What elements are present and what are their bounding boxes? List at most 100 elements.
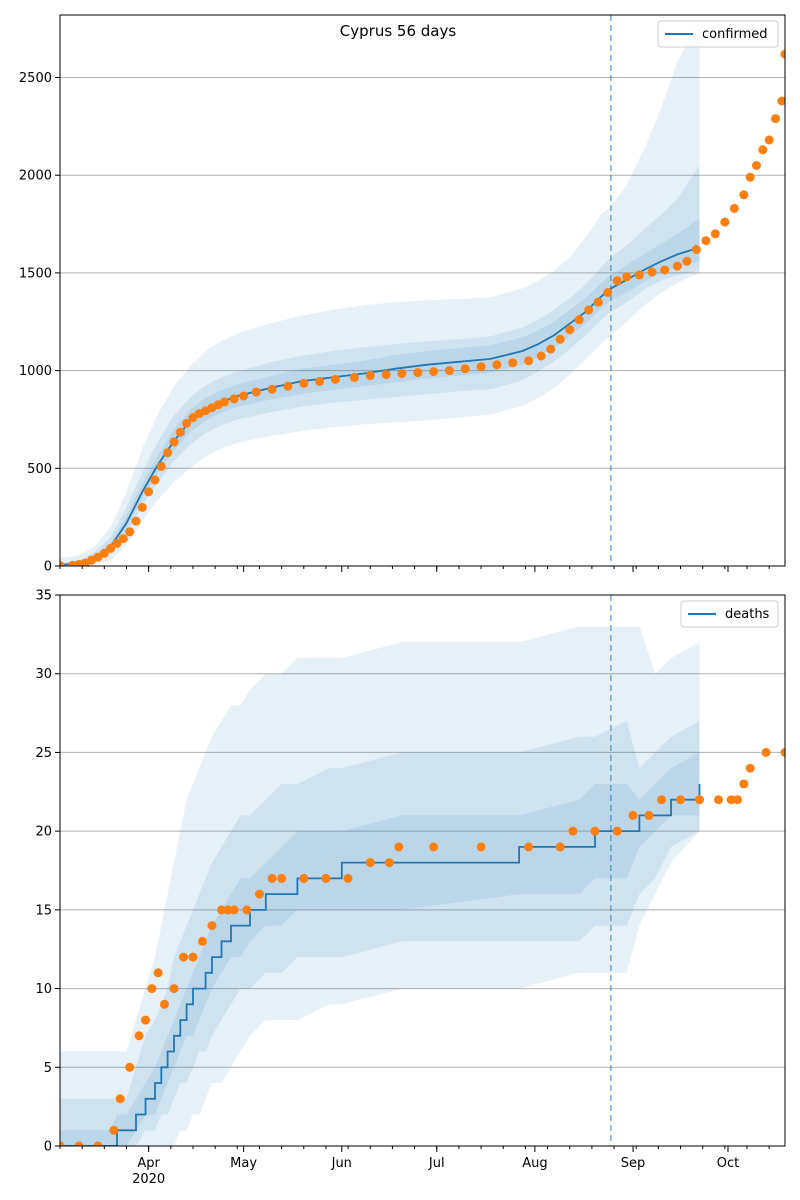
deaths-observed-point [612,826,622,836]
deaths-observed-point [343,873,353,883]
confirmed-observed-point [546,344,556,354]
confirmed-band-middle [60,165,700,566]
confirmed-observed-point [175,427,185,437]
confirmed-observed-point [764,135,774,145]
deaths-observed-point [207,921,217,931]
deaths-ytick-label: 0 [44,1140,52,1155]
confirmed-observed-point [220,397,230,407]
confirmed-observed-point [99,548,109,558]
confirmed-observed-point [777,96,785,106]
deaths-observed-point [321,873,331,883]
deaths-ytick-label: 30 [35,667,52,682]
deaths-observed-point [109,1125,119,1135]
deaths-observed-point [695,795,704,805]
deaths-xtick-label: Oct [717,1156,739,1171]
deaths-ytick-label: 15 [35,903,52,918]
deaths-observed-point [555,842,565,852]
deaths-observed-point [644,810,654,820]
confirmed-observed-point [150,475,160,485]
deaths-observed-point [141,1015,150,1025]
confirmed-observed-point [239,391,249,401]
confirmed-legend: confirmed [657,20,779,48]
confirmed-observed-point [381,370,391,379]
deaths-observed-point [384,858,394,868]
confirmed-frame [59,14,786,567]
chart-title: Cyprus 56 days [340,22,457,40]
deaths-ytick-label: 25 [35,746,52,761]
confirmed-observed-point [131,516,141,526]
confirmed-observed-point [745,172,755,182]
deaths-median-line [60,783,701,1146]
confirmed-observed-point [460,364,470,374]
deaths-observed-point [657,795,666,805]
deaths-observed-point [726,795,736,805]
deaths-observed-point [267,873,277,883]
confirmed-observed-point [299,378,309,388]
deaths-observed-point [745,763,755,773]
confirmed-observed-point [229,394,239,404]
confirmed-band-inner [60,218,700,566]
deaths-bands [60,626,700,1146]
deaths-observed-point [590,826,600,836]
deaths-observed-point [733,795,742,805]
confirmed-observed-point [739,190,749,200]
deaths-xtick-label: May [230,1156,257,1171]
confirmed-ytick-label: 1500 [19,266,52,281]
confirmed-observed-point [169,437,179,447]
confirmed-legend-label: confirmed [702,27,768,42]
deaths-observed-point [628,810,638,820]
confirmed-ytick-label: 2000 [19,169,52,184]
confirmed-observed-point [701,236,711,246]
deaths-observed-point [160,999,169,1009]
deaths-observed-point [134,1031,144,1041]
deaths-observed-point [476,842,486,852]
confirmed-axes: 0 500 1000 1500 2000 2500 [19,14,786,575]
deaths-band-middle [60,720,700,1146]
deaths-observed-point [60,1141,65,1146]
confirmed-observed-point [660,265,670,275]
deaths-observed-point [394,842,404,852]
confirmed-observed-point [492,360,502,370]
deaths-xtick-label: Sep [621,1156,646,1171]
deaths-xtick-sublabel: 2020 [132,1172,165,1187]
confirmed-observed-point [555,334,565,344]
confirmed-observed-point [163,448,173,458]
deaths-observed-point [74,1141,84,1146]
deaths-observed-point [179,952,188,962]
confirmed-observed-point [771,114,780,124]
confirmed-observed-point [710,229,720,239]
confirmed-observed-point [118,534,128,544]
deaths-xtick-label: Aug [522,1156,547,1171]
deaths-observed-point [365,858,375,868]
confirmed-observed-point [508,358,518,368]
deaths-xtick-label: Jun [331,1156,352,1171]
confirmed-observed-point [330,374,340,384]
deaths-observed-point [198,936,207,946]
deaths-ytick-label: 10 [35,982,52,997]
deaths-observed-point [169,984,179,994]
confirmed-observed-point [413,368,423,378]
confirmed-observed-point [603,288,613,297]
confirmed-observed-point [476,362,486,372]
confirmed-band-outer [60,18,700,566]
deaths-legend: deaths [680,600,779,628]
deaths-observed-point [93,1141,103,1146]
confirmed-observed-point [283,381,293,391]
deaths-observed-point [568,826,578,836]
confirmed-observed-point [574,315,584,325]
confirmed-observed-point [429,367,439,377]
deaths-legend-label: deaths [725,607,770,622]
confirmed-observed-point [536,351,546,361]
confirmed-ytick-label: 0 [44,560,52,575]
confirmed-observed-point [622,272,632,282]
confirmed-observed-point [144,487,154,497]
confirmed-legend-box [657,20,779,48]
confirmed-ytick-label: 1000 [19,364,52,379]
confirmed-observed-point [397,369,407,378]
confirmed-observed-point [125,527,135,537]
confirmed-observed-point [612,276,622,286]
deaths-band-outer [60,626,700,1146]
confirmed-observed-point [182,418,192,428]
